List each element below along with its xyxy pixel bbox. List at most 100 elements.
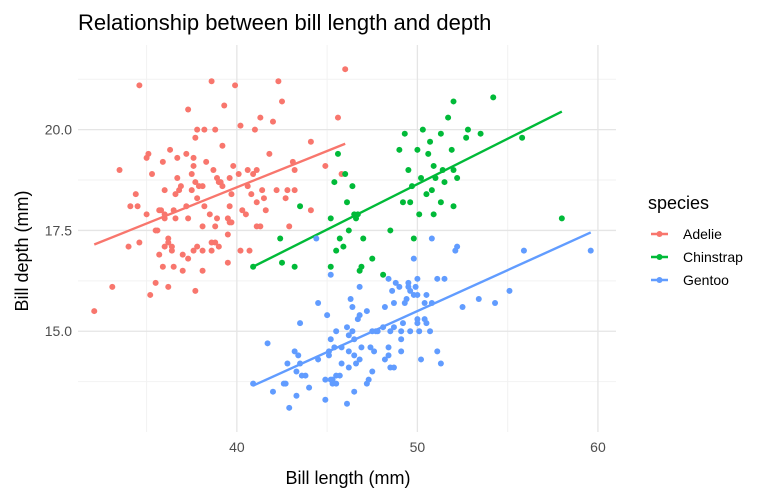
point-chinstrap xyxy=(430,211,437,218)
point-chinstrap xyxy=(414,146,421,153)
point-adelie xyxy=(291,166,298,173)
point-gentoo xyxy=(407,328,414,335)
point-adelie xyxy=(289,158,296,165)
point-gentoo xyxy=(414,291,421,298)
legend-item-chinstrap: Chinstrap xyxy=(651,249,743,265)
point-adelie xyxy=(165,235,172,242)
point-adelie xyxy=(183,203,190,210)
point-adelie xyxy=(286,223,293,230)
point-adelie xyxy=(221,102,228,109)
point-adelie xyxy=(291,187,298,194)
point-adelie xyxy=(179,267,186,274)
point-gentoo xyxy=(347,295,354,302)
point-adelie xyxy=(190,247,197,254)
point-gentoo xyxy=(390,364,397,371)
point-adelie xyxy=(152,279,159,286)
point-gentoo xyxy=(403,295,410,302)
point-adelie xyxy=(212,126,219,133)
point-gentoo xyxy=(428,300,435,306)
legend-title: species xyxy=(648,193,709,213)
point-chinstrap xyxy=(519,134,526,141)
point-chinstrap xyxy=(396,146,403,153)
point-adelie xyxy=(159,263,166,270)
point-chinstrap xyxy=(297,203,304,210)
point-chinstrap xyxy=(277,235,284,242)
point-adelie xyxy=(185,215,192,222)
point-gentoo xyxy=(295,352,302,359)
point-adelie xyxy=(228,191,235,198)
point-gentoo xyxy=(492,300,499,306)
point-chinstrap xyxy=(441,179,448,186)
point-adelie xyxy=(253,199,260,206)
point-gentoo xyxy=(414,275,421,282)
legend-item-gentoo: Gentoo xyxy=(651,272,729,288)
point-gentoo xyxy=(324,312,331,319)
point-chinstrap xyxy=(327,263,334,270)
point-chinstrap xyxy=(345,227,352,234)
point-adelie xyxy=(161,187,168,194)
point-adelie xyxy=(177,183,184,190)
point-adelie xyxy=(212,239,219,246)
point-chinstrap xyxy=(334,150,341,157)
point-gentoo xyxy=(441,275,448,282)
point-adelie xyxy=(199,247,206,254)
point-adelie xyxy=(172,191,179,198)
point-adelie xyxy=(260,195,267,202)
point-adelie xyxy=(219,183,226,190)
point-gentoo xyxy=(396,283,403,290)
point-gentoo xyxy=(428,235,435,242)
point-gentoo xyxy=(264,340,271,347)
point-adelie xyxy=(136,239,143,246)
point-adelie xyxy=(165,283,172,290)
point-chinstrap xyxy=(360,235,367,242)
point-chinstrap xyxy=(349,183,356,190)
point-chinstrap xyxy=(427,138,434,145)
point-gentoo xyxy=(333,328,340,335)
point-adelie xyxy=(250,171,257,177)
point-gentoo xyxy=(297,320,304,327)
point-gentoo xyxy=(286,404,293,411)
point-chinstrap xyxy=(336,235,343,242)
point-gentoo xyxy=(410,255,417,262)
point-gentoo xyxy=(338,344,345,351)
point-adelie xyxy=(235,171,242,177)
point-chinstrap xyxy=(450,98,457,105)
point-chinstrap xyxy=(423,191,430,198)
point-adelie xyxy=(134,203,141,210)
point-gentoo xyxy=(333,380,340,387)
point-adelie xyxy=(174,175,181,182)
point-chinstrap xyxy=(401,130,408,137)
point-gentoo xyxy=(398,336,405,343)
point-chinstrap xyxy=(333,247,340,254)
point-gentoo xyxy=(418,356,425,363)
point-gentoo xyxy=(520,247,527,254)
chart-title: Relationship between bill length and dep… xyxy=(78,10,491,35)
point-adelie xyxy=(188,171,195,177)
point-gentoo xyxy=(427,328,434,335)
point-chinstrap xyxy=(399,199,406,206)
point-adelie xyxy=(109,283,116,290)
point-adelie xyxy=(244,166,251,173)
point-gentoo xyxy=(306,384,313,391)
point-adelie xyxy=(239,207,246,214)
point-adelie xyxy=(282,195,289,202)
point-adelie xyxy=(206,211,213,218)
point-adelie xyxy=(257,114,264,121)
point-adelie xyxy=(224,231,231,238)
point-adelie xyxy=(307,138,314,145)
point-chinstrap xyxy=(342,171,349,177)
point-adelie xyxy=(201,126,208,133)
point-adelie xyxy=(226,203,233,210)
point-chinstrap xyxy=(416,211,423,218)
point-gentoo xyxy=(353,360,360,367)
point-gentoo xyxy=(297,360,304,367)
point-gentoo xyxy=(331,344,338,351)
point-adelie xyxy=(192,134,199,141)
point-adelie xyxy=(284,187,291,194)
point-adelie xyxy=(199,223,206,230)
x-axis-title: Bill length (mm) xyxy=(285,468,410,488)
point-chinstrap xyxy=(250,263,257,270)
point-adelie xyxy=(322,162,329,169)
point-adelie xyxy=(91,308,98,315)
